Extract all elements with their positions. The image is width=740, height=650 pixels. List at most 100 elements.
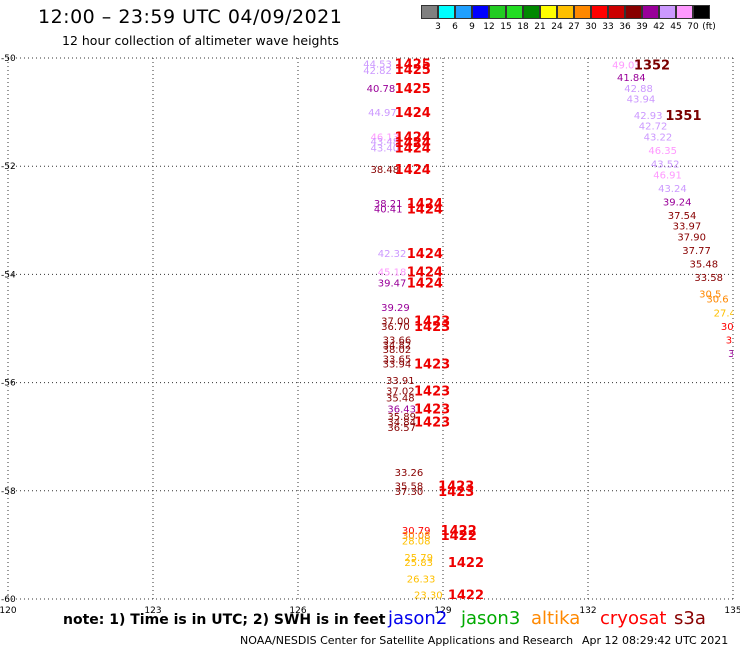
color-tick-label: 9 — [469, 22, 475, 32]
swh-value-label: 35.48 — [690, 260, 719, 271]
swh-value-label: 33.65 — [383, 354, 412, 365]
x-tick-label: 126 — [289, 606, 306, 616]
color-tick-label: 6 — [452, 22, 458, 32]
generated-timestamp: Apr 12 08:29:42 UTC 2021 — [582, 634, 729, 647]
swh-value-label: 39.24 — [663, 197, 692, 208]
swh-value-label: 36.70 — [381, 322, 410, 333]
swh-value-label: 33.26 — [395, 468, 424, 479]
swh-value-label: 35.89 — [387, 412, 416, 423]
time-label: 1422 — [441, 529, 477, 544]
swh-value-label: 35.48 — [386, 394, 415, 405]
color-tick-label: 3 — [435, 22, 441, 32]
swh-value-label: 41.84 — [617, 73, 646, 84]
swh-value-label: 30.5 — [699, 289, 721, 300]
color-tick-label: 42 — [653, 22, 665, 32]
color-swatch — [506, 5, 523, 19]
swh-value-label: 49.03 — [612, 60, 641, 71]
swh-value-label: 42.88 — [624, 84, 653, 95]
time-label: 1423 — [414, 358, 450, 373]
swh-value-label: 45.18 — [378, 268, 407, 279]
color-swatch — [591, 5, 608, 19]
swh-value-label: 30.08 — [402, 531, 431, 542]
time-label: 1424 — [407, 277, 443, 292]
swh-value-label: 42.82 — [363, 66, 392, 77]
swh-value-label: 46.13 — [371, 132, 400, 143]
swh-value-label: 23.30 — [414, 591, 443, 602]
swh-value-label: 33.58 — [694, 273, 723, 284]
y-tick-label: -52 — [1, 162, 16, 172]
time-label: 1424 — [395, 141, 431, 156]
time-label: 1352 — [634, 58, 670, 73]
swh-value-label: 33.66 — [383, 335, 412, 346]
time-label: 1422 — [448, 556, 484, 571]
swh-value-label: 46.35 — [648, 146, 677, 157]
swh-value-label: 38.21 — [374, 199, 403, 210]
color-tick-label: 27 — [568, 22, 580, 32]
swh-value-label: 27.4 — [714, 308, 736, 319]
swh-value-label: 37.54 — [668, 211, 697, 222]
color-swatch — [455, 5, 472, 19]
color-swatch — [438, 5, 455, 19]
color-unit-label: (ft) — [702, 22, 716, 32]
swh-value-label: 33.91 — [386, 376, 415, 387]
legend-jason3: jason3 — [461, 608, 521, 629]
swh-value-label: 42.32 — [378, 249, 407, 260]
swh-value-label: 30.6 — [706, 295, 728, 306]
swh-value-label: 44.53 — [363, 59, 392, 70]
y-tick-label: -56 — [1, 379, 16, 389]
swh-value-label: 43.52 — [651, 159, 680, 170]
swh-value-label: 37.30 — [395, 487, 424, 498]
y-tick-label: -60 — [1, 595, 16, 605]
color-swatch — [574, 5, 591, 19]
swh-value-label: 37.02 — [386, 387, 415, 398]
swh-value-label: 44.97 — [368, 108, 397, 119]
time-label: 1424 — [395, 163, 431, 178]
swh-value-label: 43.94 — [627, 95, 656, 106]
swh-value-label: 38.02 — [383, 345, 412, 356]
x-tick-label: 132 — [579, 606, 596, 616]
time-label: 1422 — [441, 524, 477, 539]
swh-value-label: 39.29 — [381, 303, 410, 314]
legend-altika: altika — [531, 608, 581, 629]
x-tick-label: 120 — [0, 606, 17, 616]
color-tick-label: 21 — [534, 22, 546, 32]
legend-jason2: jason2 — [388, 608, 448, 629]
swh-value-label: 34.82 — [383, 341, 412, 352]
swh-value-label: 40.41 — [374, 204, 403, 215]
credit-text: NOAA/NESDIS Center for Satellite Applica… — [240, 634, 574, 647]
swh-value-label: 33.97 — [673, 222, 702, 233]
color-tick-label: 39 — [636, 22, 648, 32]
time-label: 1424 — [395, 106, 431, 121]
color-swatch — [472, 5, 489, 19]
color-tick-label: 36 — [619, 22, 631, 32]
color-swatch — [676, 5, 693, 19]
color-tick-label: 15 — [500, 22, 512, 32]
color-tick-label: 24 — [551, 22, 563, 32]
swh-value-label: 37.77 — [682, 246, 711, 257]
swh-value-label: 43.48 — [371, 137, 400, 148]
swh-value-label: 39.47 — [378, 279, 407, 290]
time-label: 1423 — [414, 403, 450, 418]
swh-value-label: 36.43 — [387, 405, 416, 416]
legend-cryosat: cryosat — [600, 608, 667, 629]
x-tick-label: 129 — [434, 606, 451, 616]
swh-value-label: 34.84 — [387, 418, 416, 429]
swh-value-label: 43.24 — [658, 184, 687, 195]
time-label: 1425 — [395, 63, 431, 78]
swh-value-label: 43.22 — [644, 132, 673, 143]
legend-s3a: s3a — [674, 608, 706, 629]
color-tick-label: 30 — [585, 22, 597, 32]
time-label: 1424 — [407, 247, 443, 262]
time-label: 1422 — [448, 589, 484, 604]
time-label: 1424 — [395, 136, 431, 151]
time-label: 1351 — [665, 109, 701, 124]
swh-value-label: 25.79 — [404, 553, 433, 564]
swh-value-label: 36.57 — [387, 423, 416, 434]
time-label: 1423 — [438, 479, 474, 494]
time-label: 1424 — [395, 130, 431, 145]
swh-value-label: 42.72 — [639, 122, 668, 133]
color-swatch — [608, 5, 625, 19]
y-tick-label: -54 — [1, 270, 16, 280]
color-swatch — [693, 5, 710, 19]
